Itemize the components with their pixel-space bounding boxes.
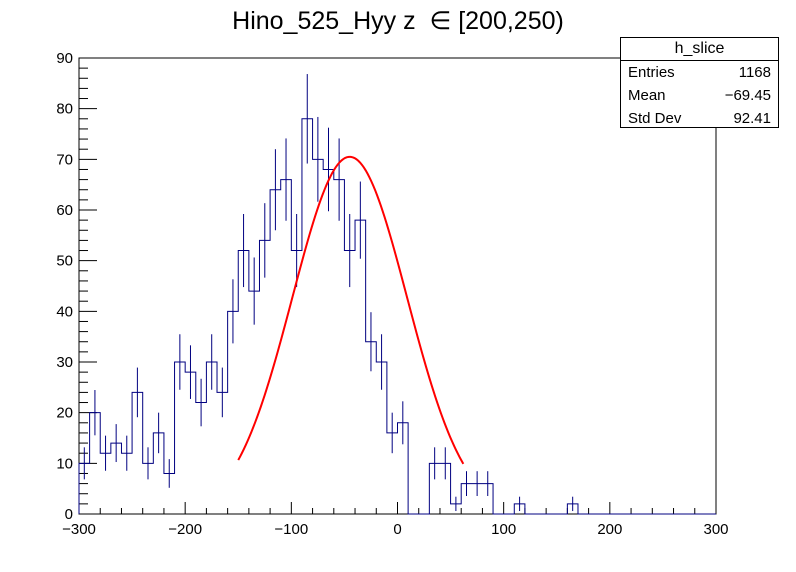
histogram-steps xyxy=(78,118,716,515)
stats-mean-value: −69.45 xyxy=(724,87,771,104)
stats-entries-label: Entries xyxy=(628,64,675,81)
x-tick-label: 200 xyxy=(597,521,622,538)
chart-title: Hino_525_Hyy z ∈ [200,250) xyxy=(232,7,564,35)
gaussian-fit-curve xyxy=(237,155,465,465)
y-tick-label: 20 xyxy=(56,405,73,422)
y-tick-label: 40 xyxy=(56,303,73,320)
x-tick-label: −300 xyxy=(62,521,96,538)
y-tick-label: 30 xyxy=(56,354,73,371)
y-tick-label: 50 xyxy=(56,253,73,270)
x-tick-label: 0 xyxy=(393,521,401,538)
stats-row-mean: Mean −69.45 xyxy=(621,84,778,107)
stats-row-entries: Entries 1168 xyxy=(621,61,778,84)
y-tick-label: 80 xyxy=(56,101,73,118)
y-tick-label: 70 xyxy=(56,151,73,168)
y-tick-label: 60 xyxy=(56,202,73,219)
stats-stddev-value: 92.41 xyxy=(733,110,771,127)
stats-box: h_slice Entries 1168 Mean −69.45 Std Dev… xyxy=(620,37,779,128)
y-tick-label: 0 xyxy=(65,506,73,523)
stats-entries-value: 1168 xyxy=(738,64,771,81)
x-tick-label: −100 xyxy=(274,521,308,538)
x-tick-label: 300 xyxy=(703,521,728,538)
y-tick-label: 10 xyxy=(56,455,73,472)
x-tick-label: −200 xyxy=(168,521,202,538)
y-tick-label: 90 xyxy=(56,50,73,67)
stats-stddev-label: Std Dev xyxy=(628,110,682,127)
stats-box-title: h_slice xyxy=(621,38,778,61)
stats-row-stddev: Std Dev 92.41 xyxy=(621,107,778,130)
stats-mean-label: Mean xyxy=(628,87,666,104)
x-tick-label: 100 xyxy=(491,521,516,538)
